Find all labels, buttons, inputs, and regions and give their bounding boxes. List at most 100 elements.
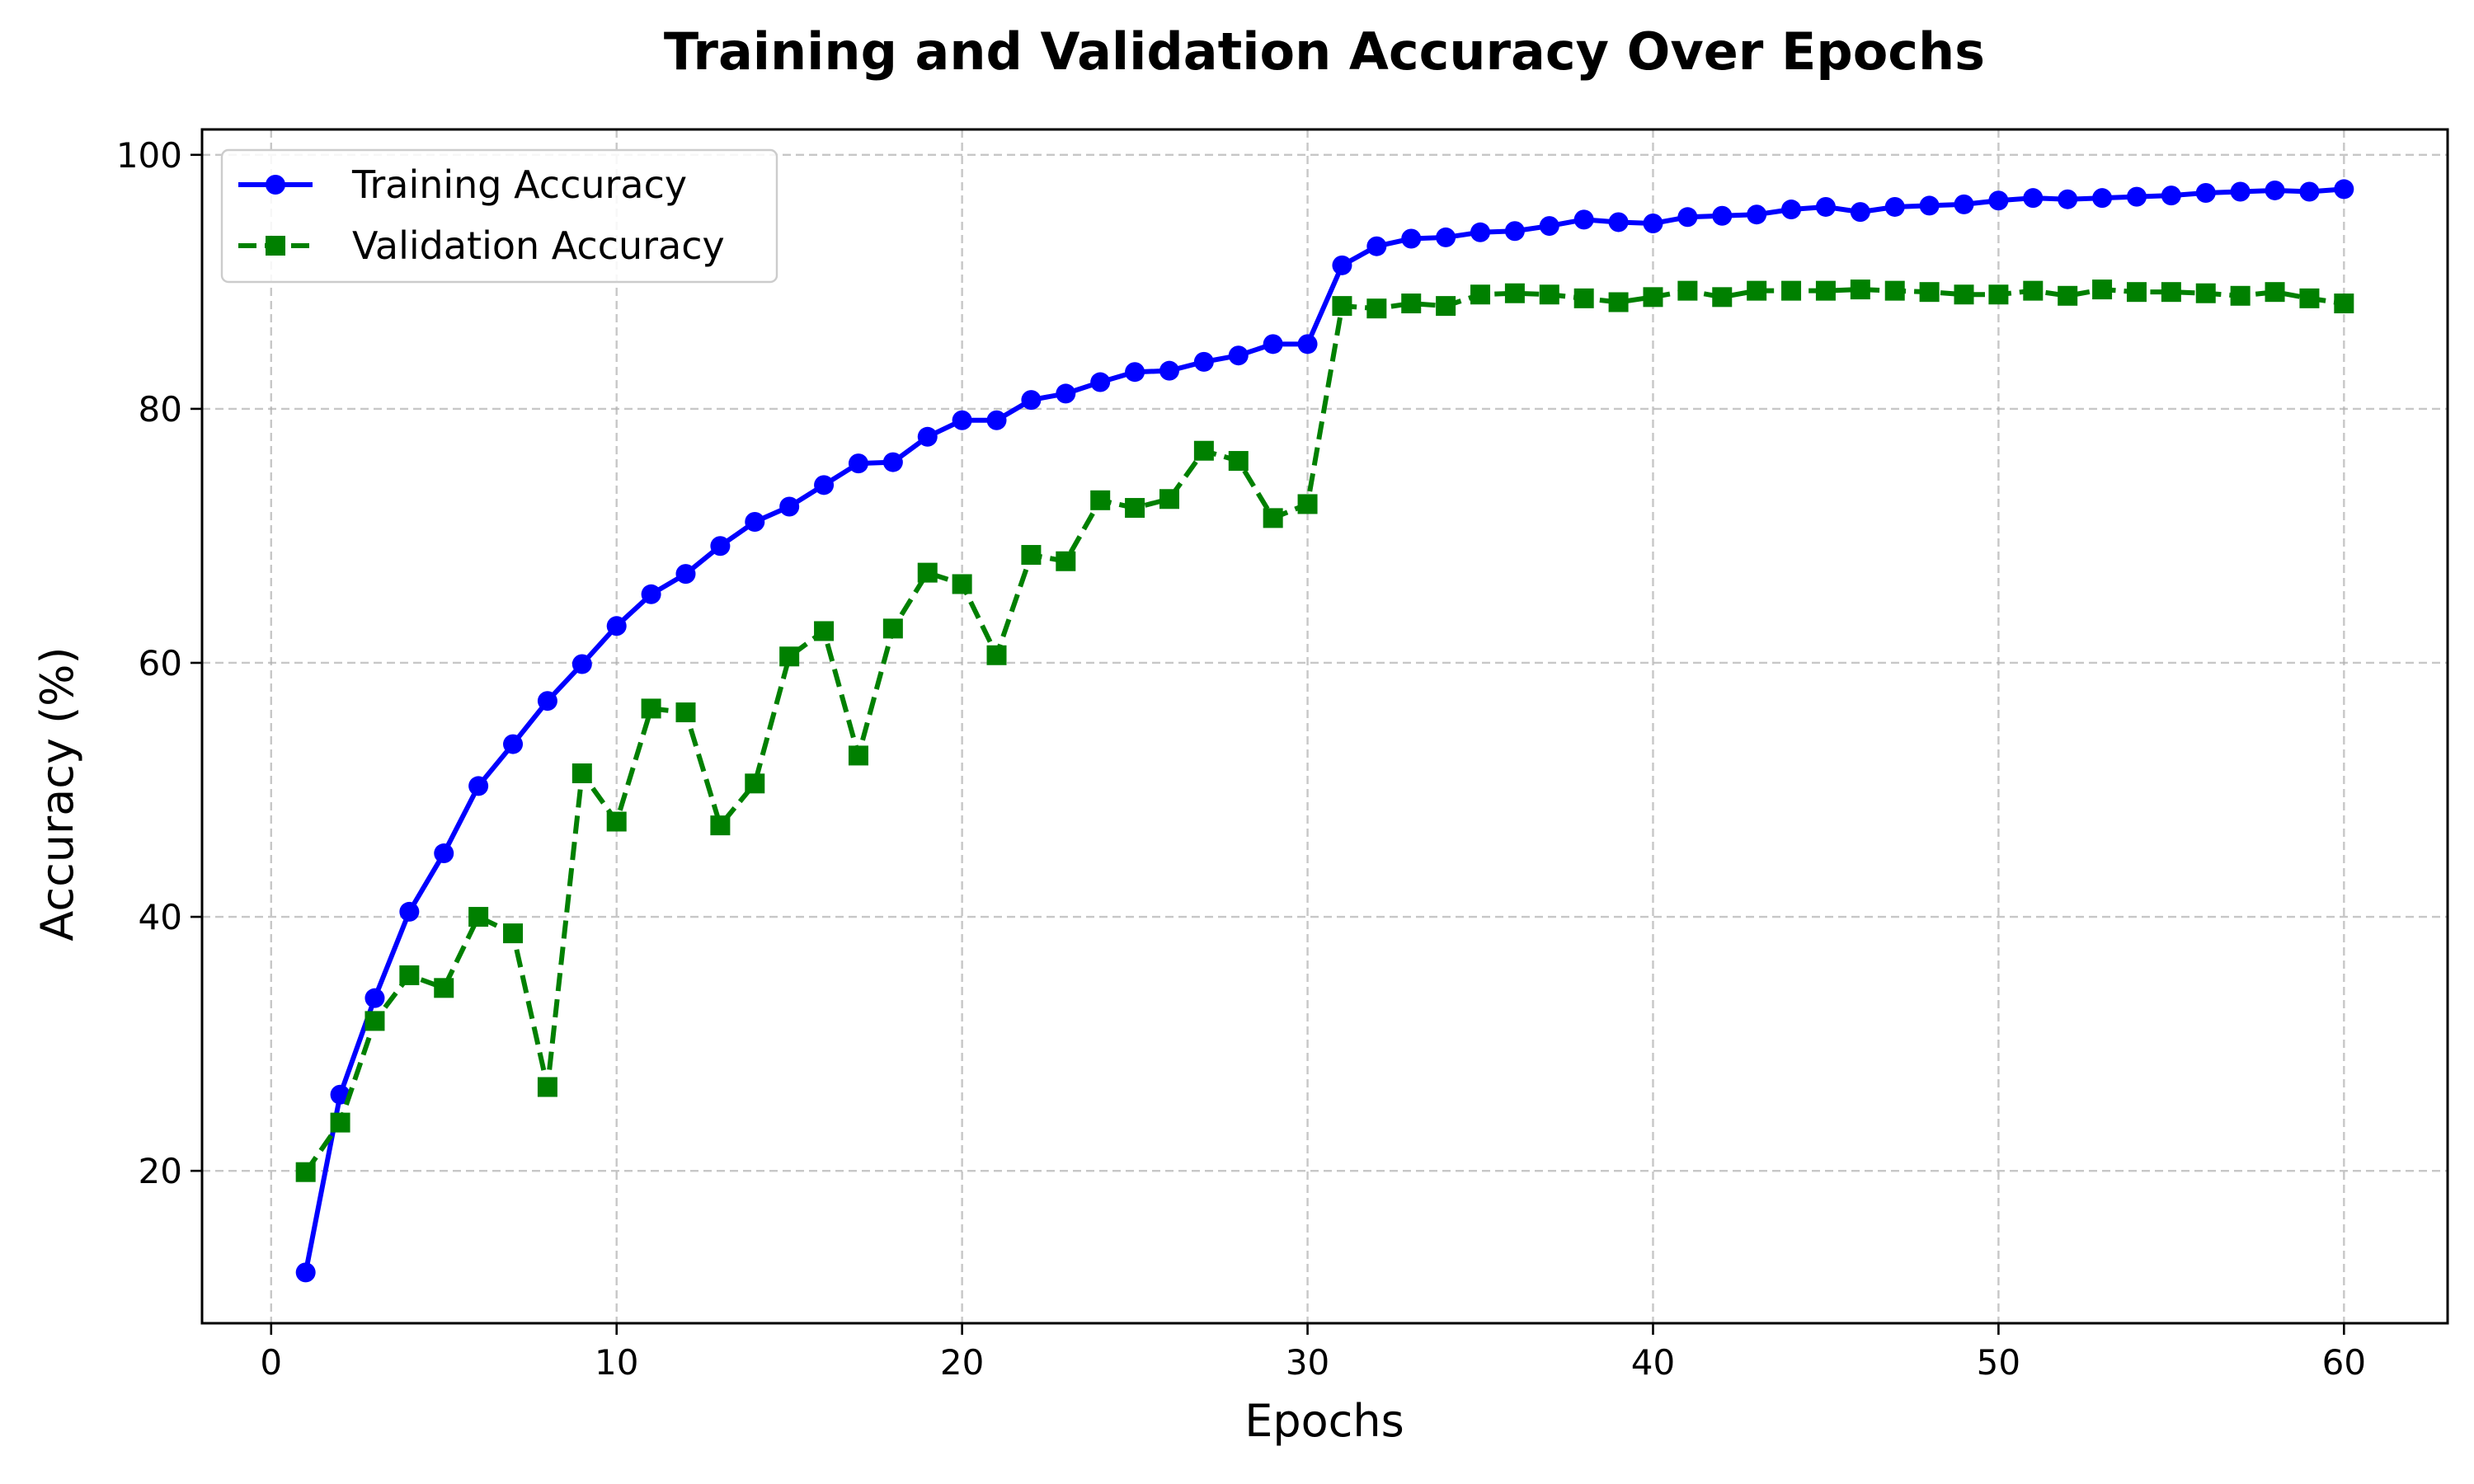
- data-point: [399, 965, 420, 985]
- legend-item: Training Accuracy: [238, 162, 687, 207]
- data-point: [1954, 284, 1974, 305]
- data-point: [330, 1084, 350, 1105]
- data-point: [814, 621, 835, 641]
- data-point: [2299, 181, 2320, 202]
- data-point: [2299, 288, 2320, 308]
- data-point: [1366, 298, 1387, 319]
- data-point: [1090, 372, 1111, 392]
- data-point: [1436, 227, 1456, 247]
- data-point: [848, 745, 868, 766]
- data-point: [1781, 200, 1802, 220]
- data-point: [1884, 196, 1905, 217]
- y-tick-label: 80: [139, 389, 182, 430]
- data-point: [917, 426, 938, 447]
- data-point: [986, 410, 1007, 430]
- data-point: [641, 698, 661, 719]
- chart-title: Training and Validation Accuracy Over Ep…: [664, 21, 1985, 82]
- series-validation-accuracy: [295, 279, 2354, 1182]
- data-point: [1677, 280, 1698, 301]
- data-point: [365, 988, 385, 1008]
- data-point: [1504, 221, 1525, 242]
- data-point: [1712, 287, 1733, 308]
- data-point: [1747, 204, 1767, 225]
- data-point: [2058, 285, 2078, 306]
- data-point: [330, 1112, 350, 1133]
- data-point: [1090, 490, 1111, 510]
- y-tick-label: 20: [139, 1151, 182, 1191]
- data-point: [1850, 202, 1870, 223]
- plot-frame: [200, 128, 2449, 1325]
- data-point: [606, 811, 627, 832]
- legend-box: [220, 148, 778, 284]
- data-point: [1781, 280, 1802, 301]
- data-point: [571, 654, 592, 674]
- data-point: [1297, 334, 1318, 355]
- data-point: [606, 616, 627, 636]
- data-point: [2161, 186, 2181, 206]
- legend: Training Accuracy Validation Accuracy: [220, 148, 778, 284]
- data-point: [503, 734, 524, 754]
- x-tick-label: 60: [2322, 1342, 2366, 1383]
- series-line: [303, 186, 2345, 1273]
- data-point: [1470, 222, 1491, 242]
- legend-marker: [266, 236, 285, 256]
- data-point: [1193, 440, 1214, 461]
- data-point: [1643, 287, 1663, 308]
- data-point: [1263, 508, 1283, 528]
- axis-ticks: 0 10 20 30 40 50 60 20 40 60 80 100: [116, 135, 2366, 1383]
- data-point: [1919, 195, 1940, 216]
- data-point: [1747, 280, 1767, 301]
- data-point: [1021, 545, 1042, 566]
- data-point: [1297, 494, 1318, 514]
- x-tick-label: 50: [1977, 1342, 2020, 1383]
- data-point: [882, 618, 903, 639]
- data-point: [503, 923, 524, 944]
- legend-label: Validation Accuracy: [352, 223, 725, 268]
- data-point: [434, 978, 454, 998]
- data-point: [399, 901, 420, 922]
- data-point: [675, 564, 696, 585]
- data-point: [1470, 284, 1491, 305]
- data-point: [365, 1011, 385, 1031]
- data-point: [295, 1262, 316, 1283]
- data-point: [917, 562, 938, 583]
- data-point: [2023, 280, 2044, 301]
- legend-label: Training Accuracy: [351, 162, 687, 207]
- data-point: [2126, 186, 2147, 207]
- y-axis-label: Accuracy (%): [31, 646, 83, 941]
- data-point: [710, 815, 731, 836]
- data-point: [468, 907, 489, 928]
- data-point: [1988, 190, 2009, 211]
- data-point: [1056, 383, 1076, 404]
- data-point: [1436, 296, 1456, 317]
- data-point: [1815, 196, 1836, 217]
- x-tick-label: 10: [595, 1342, 638, 1383]
- data-point: [2265, 180, 2285, 200]
- legend-marker: [266, 175, 285, 195]
- data-point: [1125, 362, 1145, 383]
- data-point: [537, 691, 557, 711]
- data-point: [1332, 296, 1352, 317]
- data-point: [1850, 279, 1870, 300]
- data-point: [1401, 228, 1422, 249]
- data-point: [1643, 213, 1663, 233]
- data-point: [2195, 283, 2216, 303]
- x-tick-label: 0: [260, 1342, 282, 1383]
- data-point: [2126, 282, 2147, 303]
- data-point: [537, 1077, 557, 1097]
- data-point: [2092, 279, 2113, 300]
- data-point: [2230, 181, 2251, 202]
- data-point: [1988, 284, 2009, 305]
- data-point: [710, 536, 731, 556]
- y-tick-label: 60: [139, 643, 182, 683]
- x-tick-label: 30: [1286, 1342, 1329, 1383]
- y-tick-label: 100: [116, 135, 182, 176]
- y-tick-label: 40: [139, 897, 182, 937]
- data-point: [1366, 236, 1387, 256]
- data-point: [1677, 207, 1698, 228]
- data-point: [952, 574, 972, 594]
- data-point: [1228, 345, 1249, 366]
- data-point: [952, 410, 972, 430]
- data-point: [745, 511, 765, 532]
